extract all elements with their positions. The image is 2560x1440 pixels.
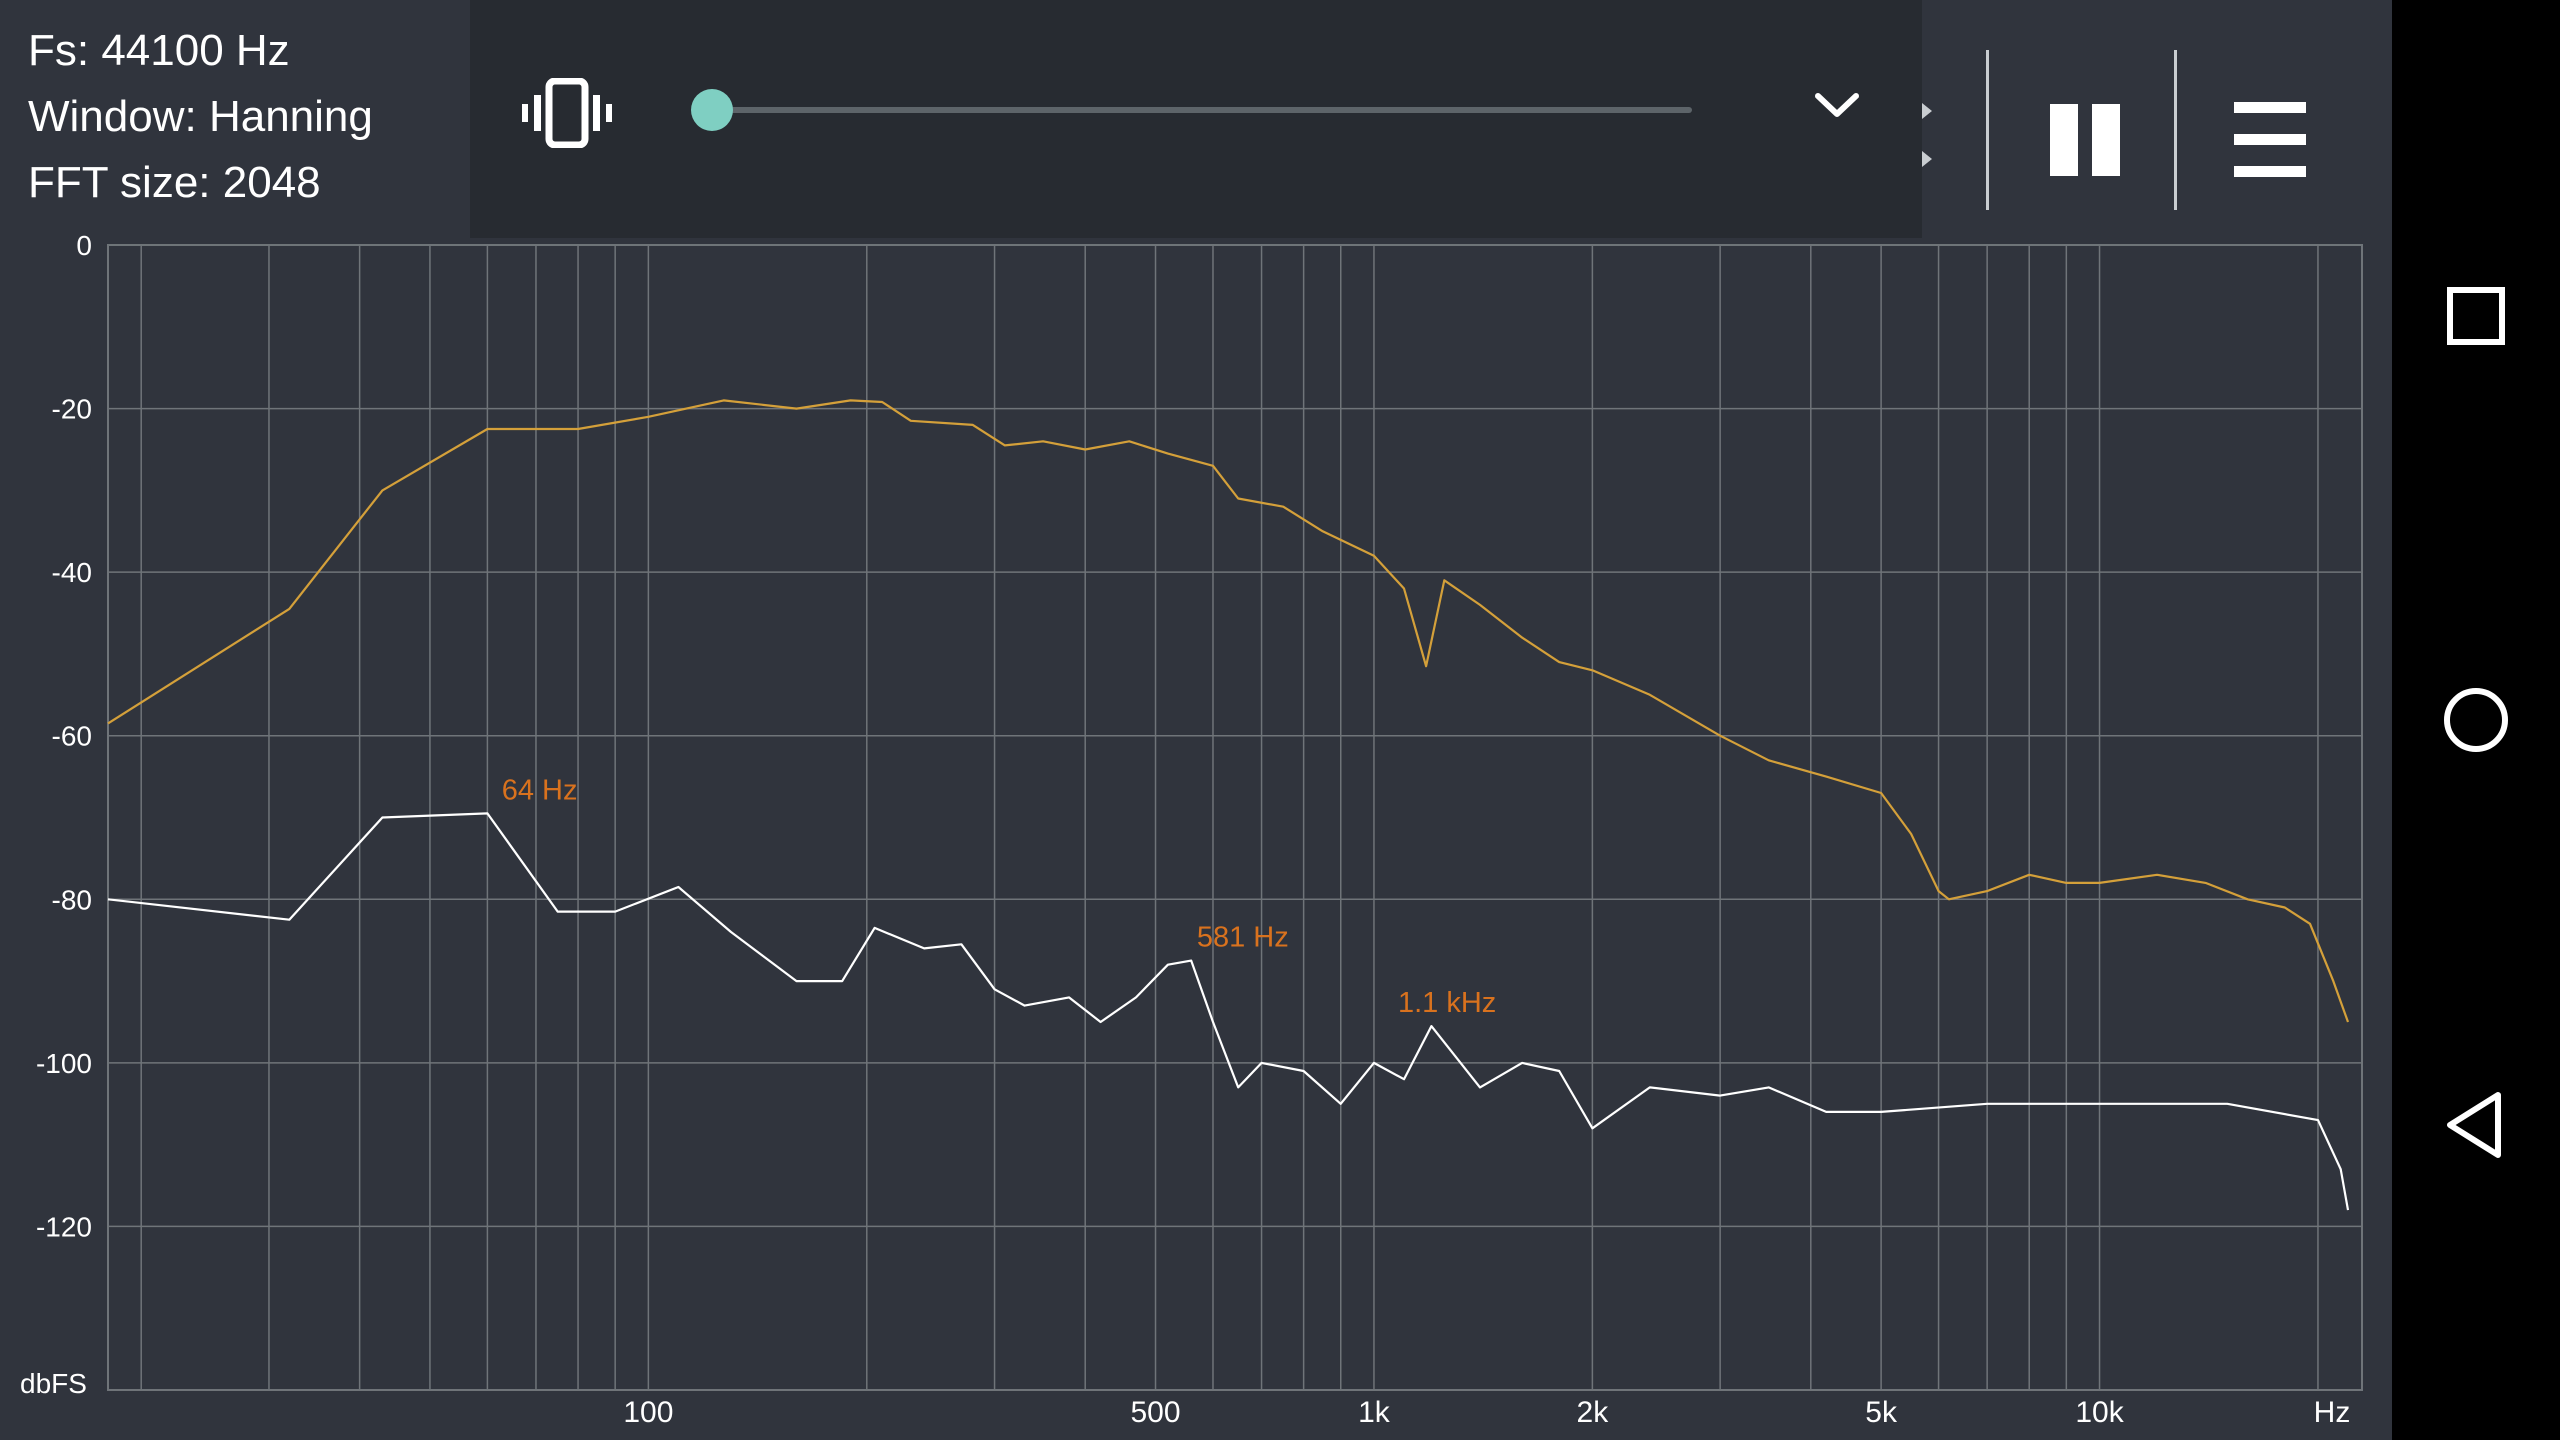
x-axis: 100 500 1k 2k 5k 10k	[623, 1396, 2124, 1429]
x-axis-unit-label: Hz	[2314, 1396, 2351, 1429]
x-tick-label: 10k	[2075, 1396, 2124, 1429]
pause-icon	[2050, 104, 2078, 176]
menu-icon	[2234, 134, 2306, 145]
series	[107, 399, 2350, 1211]
y-axis: 0 -20 -40 -60 -80 -100 -120	[36, 230, 92, 1242]
window-label: Window: Hanning	[28, 92, 373, 141]
vibrate-icon[interactable]	[522, 78, 612, 148]
pause-button[interactable]	[2038, 92, 2128, 188]
fft-size-label: FFT size: 2048	[28, 158, 321, 207]
chevron-down-icon[interactable]	[1810, 86, 1864, 126]
peak-frequency-label: 1.1 kHz	[1398, 987, 1496, 1019]
home-circle-icon[interactable]	[2436, 680, 2516, 760]
y-axis-unit-label: dbFS	[20, 1368, 87, 1399]
analyzer-info: Fs: 44100 Hz Window: Hanning FFT size: 2…	[28, 18, 373, 216]
toolbar-divider	[1986, 50, 1989, 210]
y-tick-label: -120	[36, 1211, 92, 1242]
plot-frame	[107, 244, 2363, 1391]
menu-icon	[2234, 102, 2306, 113]
volume-panel	[470, 0, 1922, 238]
y-tick-label: 0	[76, 230, 92, 261]
grid	[107, 244, 2363, 1391]
spectrum-plot[interactable]: 0 -20 -40 -60 -80 -100 -120 100 500 1k 2k 5k 10k 64…	[0, 0, 2392, 1440]
partially-hidden-arrow-icons	[1922, 103, 1932, 167]
x-tick-label: 1k	[1358, 1396, 1391, 1429]
toolbar-divider	[2174, 50, 2177, 210]
live-spectrum-line	[107, 812, 2350, 1211]
x-tick-label: 2k	[1577, 1396, 1610, 1429]
peak-frequency-label: 581 Hz	[1197, 922, 1289, 954]
sample-rate-label: Fs: 44100 Hz	[28, 26, 290, 75]
volume-slider-thumb[interactable]	[691, 89, 733, 131]
y-tick-label: -80	[52, 884, 92, 915]
back-triangle-icon[interactable]	[2436, 1085, 2516, 1165]
y-tick-label: -100	[36, 1048, 92, 1079]
y-tick-label: -20	[52, 394, 92, 425]
peak-frequency-label: 64 Hz	[502, 774, 578, 806]
x-tick-label: 100	[623, 1396, 673, 1429]
x-tick-label: 5k	[1865, 1396, 1898, 1429]
x-tick-label: 500	[1130, 1396, 1180, 1429]
volume-slider-track[interactable]	[692, 107, 1692, 113]
system-navigation-bar	[2392, 0, 2560, 1440]
y-tick-label: -40	[52, 557, 92, 588]
recents-square-icon[interactable]	[2436, 276, 2516, 356]
peak-hold-spectrum-line	[107, 399, 2350, 1023]
pause-icon	[2092, 104, 2120, 176]
menu-button[interactable]	[2222, 92, 2318, 188]
menu-icon	[2234, 166, 2306, 177]
y-tick-label: -60	[52, 721, 92, 752]
peak-annotations: 64 Hz 581 Hz 1.1 kHz	[502, 774, 1497, 1019]
